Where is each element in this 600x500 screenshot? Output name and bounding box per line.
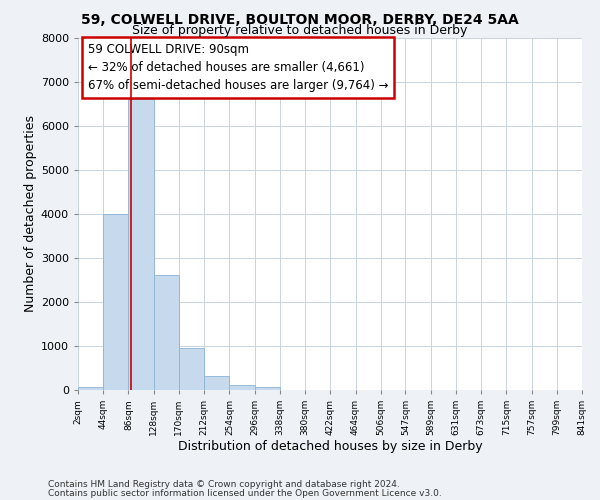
Bar (254, 388, 280, 390)
Text: Size of property relative to detached houses in Derby: Size of property relative to detached ho… (133, 24, 467, 37)
Bar (103, 214, 128, 390)
Bar (154, 276, 179, 390)
Bar (78, 388, 103, 390)
Bar (204, 376, 229, 390)
Text: Contains public sector information licensed under the Open Government Licence v3: Contains public sector information licen… (48, 488, 442, 498)
Bar (229, 384, 254, 390)
Text: 59, COLWELL DRIVE, BOULTON MOOR, DERBY, DE24 5AA: 59, COLWELL DRIVE, BOULTON MOOR, DERBY, … (81, 12, 519, 26)
Text: Contains HM Land Registry data © Crown copyright and database right 2024.: Contains HM Land Registry data © Crown c… (48, 480, 400, 489)
Bar (128, 99, 154, 390)
X-axis label: Distribution of detached houses by size in Derby: Distribution of detached houses by size … (178, 440, 482, 452)
Bar (179, 348, 204, 390)
Text: 59 COLWELL DRIVE: 90sqm
← 32% of detached houses are smaller (4,661)
67% of semi: 59 COLWELL DRIVE: 90sqm ← 32% of detache… (88, 43, 389, 92)
Y-axis label: Number of detached properties: Number of detached properties (23, 116, 37, 312)
